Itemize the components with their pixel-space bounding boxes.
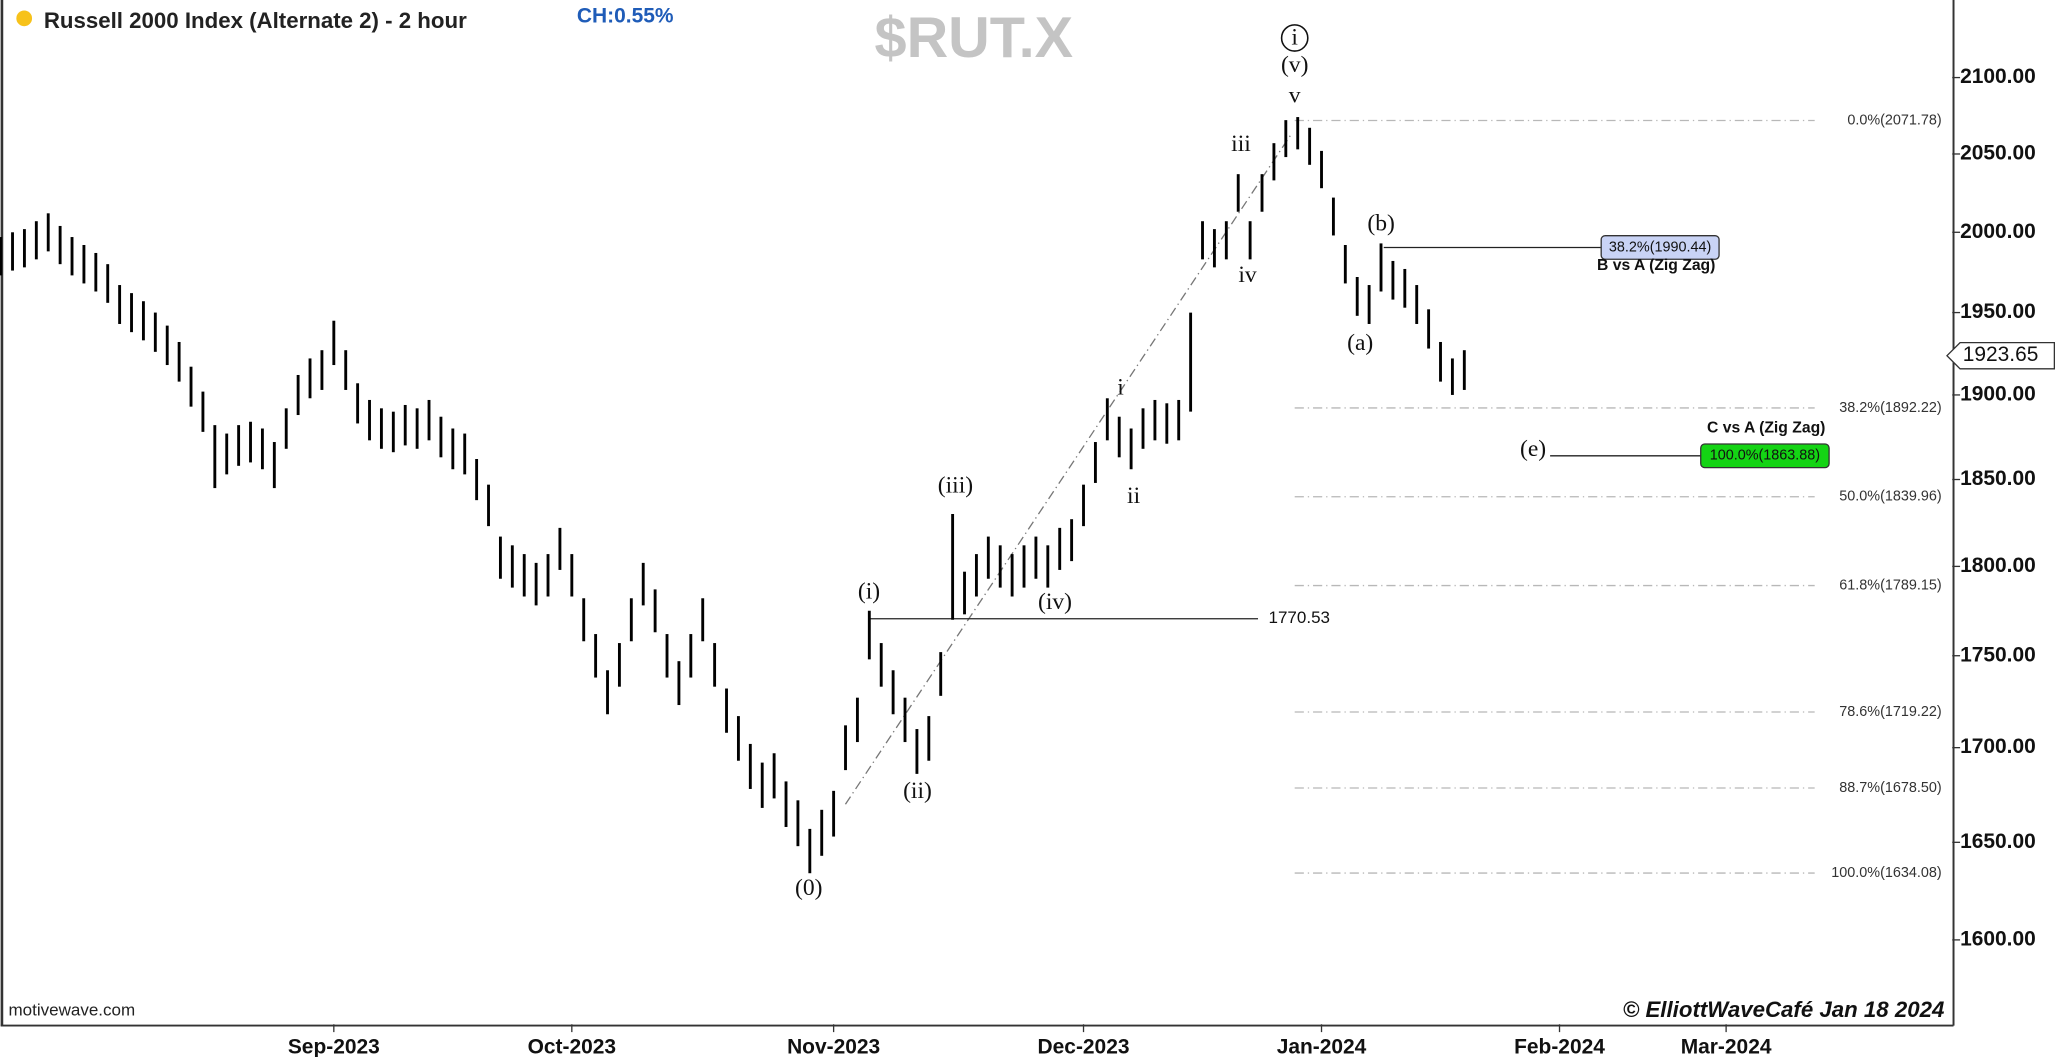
- fib-level-label: 50.0%(1839.96): [1839, 489, 1941, 505]
- wave-label: i: [1117, 374, 1124, 400]
- fib-level-label: 88.7%(1678.50): [1839, 780, 1941, 796]
- wave-label: (i): [858, 579, 880, 605]
- fib-level-label: 0.0%(2071.78): [1847, 112, 1941, 128]
- chart-title: Russell 2000 Index (Alternate 2) - 2 hou…: [44, 8, 467, 33]
- wave-label: (v): [1281, 52, 1308, 78]
- trend-line: [844, 134, 1292, 805]
- fib-level-label: 61.8%(1789.15): [1839, 577, 1941, 593]
- y-tick-label: 2000.00: [1960, 220, 2036, 243]
- wave-label: (0): [795, 875, 822, 901]
- wave-label: (e): [1520, 436, 1546, 462]
- projection-label: 100.0%(1863.88): [1710, 448, 1820, 464]
- x-tick-label: Feb-2024: [1514, 1035, 1605, 1057]
- wave-label: (iv): [1038, 589, 1072, 615]
- x-tick-label: Jan-2024: [1277, 1035, 1367, 1057]
- wave-label: (ii): [903, 778, 932, 804]
- y-tick-label: 1700.00: [1960, 735, 2036, 758]
- y-tick-label: 1900.00: [1960, 382, 2036, 405]
- x-tick-label: Dec-2023: [1038, 1035, 1130, 1057]
- source-label: motivewave.com: [8, 1001, 135, 1020]
- projection-box: [1600, 235, 1720, 260]
- wave-labels: i (v) v iii iv (b) (a) i ii (iii) (i) (i…: [795, 24, 1546, 901]
- y-tick-label: 1600.00: [1960, 927, 2036, 950]
- projection-label: 38.2%(1990.44): [1609, 239, 1711, 255]
- wave-circle: [1280, 24, 1309, 52]
- wave-label: (b): [1367, 211, 1394, 237]
- projection-name: C vs A (Zig Zag): [1707, 419, 1825, 436]
- y-tick-label: 1800.00: [1960, 554, 2036, 577]
- y-tick-label: 2050.00: [1960, 142, 2036, 165]
- projection-box: [1700, 443, 1830, 469]
- wave-label: (iii): [938, 473, 973, 499]
- last-price-box: [1946, 341, 2055, 370]
- x-tick-label: Oct-2023: [528, 1035, 616, 1057]
- x-tick-label: Mar-2024: [1681, 1035, 1772, 1057]
- y-tick-label: 1950.00: [1960, 300, 2036, 323]
- y-tick-label: 1850.00: [1960, 467, 2036, 490]
- x-tick-label: Sep-2023: [288, 1035, 380, 1057]
- wave-label: v: [1289, 82, 1301, 108]
- copyright-label: © ElliottWaveCafé Jan 18 2024: [1623, 997, 1944, 1022]
- wave-label: iii: [1231, 131, 1251, 157]
- change-label: CH:0.55%: [577, 5, 674, 28]
- symbol-watermark: $RUT.X: [875, 6, 1074, 70]
- status-dot: [16, 10, 33, 27]
- fib-level-label: 38.2%(1892.22): [1839, 400, 1941, 416]
- level-label: 1770.53: [1269, 608, 1331, 627]
- y-tick-label: 1650.00: [1960, 830, 2036, 853]
- fib-level-label: 100.0%(1634.08): [1831, 865, 1941, 881]
- wave-label: ii: [1127, 483, 1141, 509]
- y-tick-label: 1750.00: [1960, 643, 2036, 666]
- wave-label: i: [1291, 25, 1298, 51]
- last-price-label: 1923.65: [1963, 343, 2039, 366]
- fib-level-label: 78.6%(1719.22): [1839, 704, 1941, 720]
- projection-name: B vs A (Zig Zag): [1597, 257, 1715, 274]
- wave-label: (a): [1347, 330, 1373, 356]
- wave-label: iv: [1238, 262, 1257, 288]
- x-tick-label: Nov-2023: [787, 1035, 880, 1057]
- y-tick-label: 2100.00: [1960, 65, 2036, 88]
